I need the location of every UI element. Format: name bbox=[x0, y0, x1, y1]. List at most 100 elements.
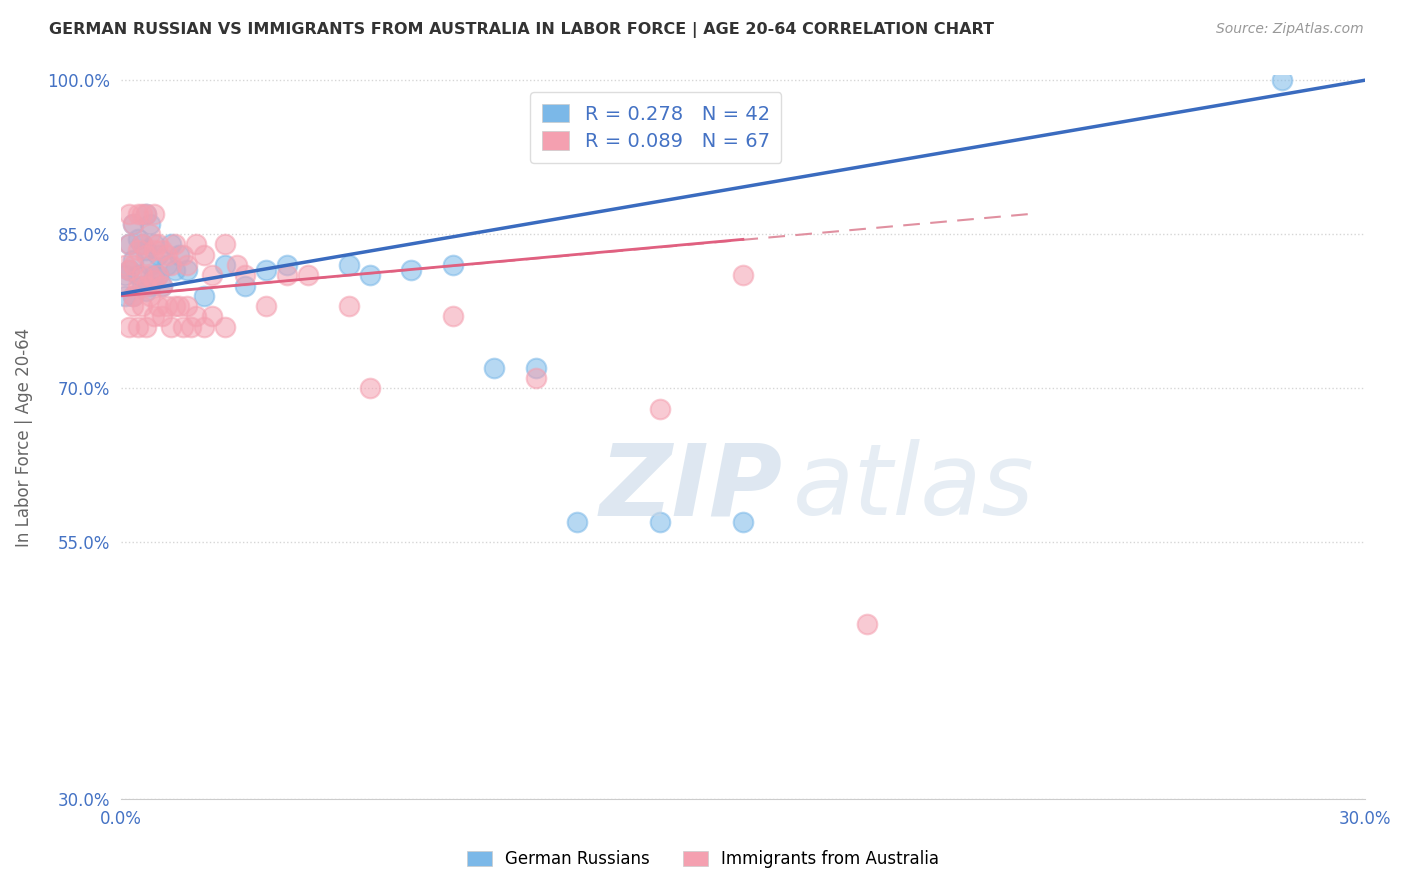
Point bbox=[122, 258, 145, 272]
Point bbox=[163, 299, 186, 313]
Point bbox=[155, 299, 177, 313]
Point bbox=[163, 237, 186, 252]
Point bbox=[159, 258, 181, 272]
Point bbox=[167, 299, 190, 313]
Point bbox=[131, 299, 153, 313]
Point bbox=[139, 227, 162, 242]
Point bbox=[139, 268, 162, 283]
Point bbox=[139, 217, 162, 231]
Point bbox=[235, 268, 257, 283]
Point bbox=[148, 268, 170, 283]
Point bbox=[118, 207, 141, 221]
Point bbox=[297, 268, 319, 283]
Point bbox=[235, 278, 257, 293]
Point bbox=[565, 515, 588, 529]
Point bbox=[856, 617, 879, 632]
Point bbox=[226, 258, 249, 272]
Point bbox=[122, 289, 145, 303]
Point bbox=[143, 310, 166, 324]
Point bbox=[122, 217, 145, 231]
Point bbox=[441, 310, 464, 324]
Point bbox=[114, 268, 136, 283]
Point bbox=[143, 243, 166, 257]
Point bbox=[524, 371, 547, 385]
Y-axis label: In Labor Force | Age 20-64: In Labor Force | Age 20-64 bbox=[15, 327, 32, 547]
Point bbox=[254, 263, 277, 277]
Point bbox=[143, 237, 166, 252]
Point bbox=[122, 289, 145, 303]
Point bbox=[176, 299, 198, 313]
Point bbox=[118, 237, 141, 252]
Point bbox=[155, 258, 177, 272]
Point bbox=[193, 289, 215, 303]
Point bbox=[1271, 73, 1294, 87]
Point bbox=[399, 263, 422, 277]
Point bbox=[193, 319, 215, 334]
Text: atlas: atlas bbox=[793, 439, 1035, 536]
Point bbox=[214, 319, 236, 334]
Point bbox=[118, 237, 141, 252]
Point bbox=[127, 268, 149, 283]
Point bbox=[152, 310, 174, 324]
Point bbox=[152, 278, 174, 293]
Text: Source: ZipAtlas.com: Source: ZipAtlas.com bbox=[1216, 22, 1364, 37]
Point bbox=[135, 284, 157, 298]
Point bbox=[127, 207, 149, 221]
Point bbox=[163, 263, 186, 277]
Point bbox=[184, 310, 207, 324]
Point bbox=[114, 258, 136, 272]
Point bbox=[214, 258, 236, 272]
Point bbox=[148, 299, 170, 313]
Point bbox=[201, 310, 224, 324]
Point bbox=[114, 278, 136, 293]
Point bbox=[159, 237, 181, 252]
Point bbox=[276, 258, 298, 272]
Point bbox=[135, 207, 157, 221]
Point bbox=[731, 268, 754, 283]
Legend: R = 0.278   N = 42, R = 0.089   N = 67: R = 0.278 N = 42, R = 0.089 N = 67 bbox=[530, 92, 782, 163]
Point bbox=[159, 319, 181, 334]
Text: GERMAN RUSSIAN VS IMMIGRANTS FROM AUSTRALIA IN LABOR FORCE | AGE 20-64 CORRELATI: GERMAN RUSSIAN VS IMMIGRANTS FROM AUSTRA… bbox=[49, 22, 994, 38]
Point bbox=[254, 299, 277, 313]
Point bbox=[359, 268, 381, 283]
Point bbox=[114, 289, 136, 303]
Point bbox=[148, 248, 170, 262]
Point bbox=[201, 268, 224, 283]
Point bbox=[359, 381, 381, 395]
Point bbox=[131, 237, 153, 252]
Point bbox=[167, 248, 190, 262]
Point bbox=[118, 263, 141, 277]
Point bbox=[143, 268, 166, 283]
Point bbox=[193, 248, 215, 262]
Point bbox=[176, 258, 198, 272]
Point bbox=[131, 207, 153, 221]
Point bbox=[131, 268, 153, 283]
Point bbox=[118, 319, 141, 334]
Point bbox=[731, 515, 754, 529]
Point bbox=[131, 237, 153, 252]
Point bbox=[122, 299, 145, 313]
Point bbox=[122, 252, 145, 267]
Point bbox=[276, 268, 298, 283]
Point bbox=[118, 263, 141, 277]
Point bbox=[143, 273, 166, 287]
Point bbox=[176, 263, 198, 277]
Point bbox=[135, 319, 157, 334]
Legend: German Russians, Immigrants from Australia: German Russians, Immigrants from Austral… bbox=[460, 844, 946, 875]
Point bbox=[184, 237, 207, 252]
Point bbox=[139, 289, 162, 303]
Point bbox=[135, 248, 157, 262]
Point bbox=[127, 278, 149, 293]
Point bbox=[180, 319, 202, 334]
Point bbox=[139, 258, 162, 272]
Point bbox=[122, 217, 145, 231]
Point bbox=[135, 207, 157, 221]
Point bbox=[127, 243, 149, 257]
Point bbox=[172, 248, 194, 262]
Point bbox=[127, 319, 149, 334]
Point bbox=[152, 243, 174, 257]
Point bbox=[139, 278, 162, 293]
Point bbox=[648, 401, 671, 416]
Point bbox=[152, 278, 174, 293]
Point bbox=[135, 278, 157, 293]
